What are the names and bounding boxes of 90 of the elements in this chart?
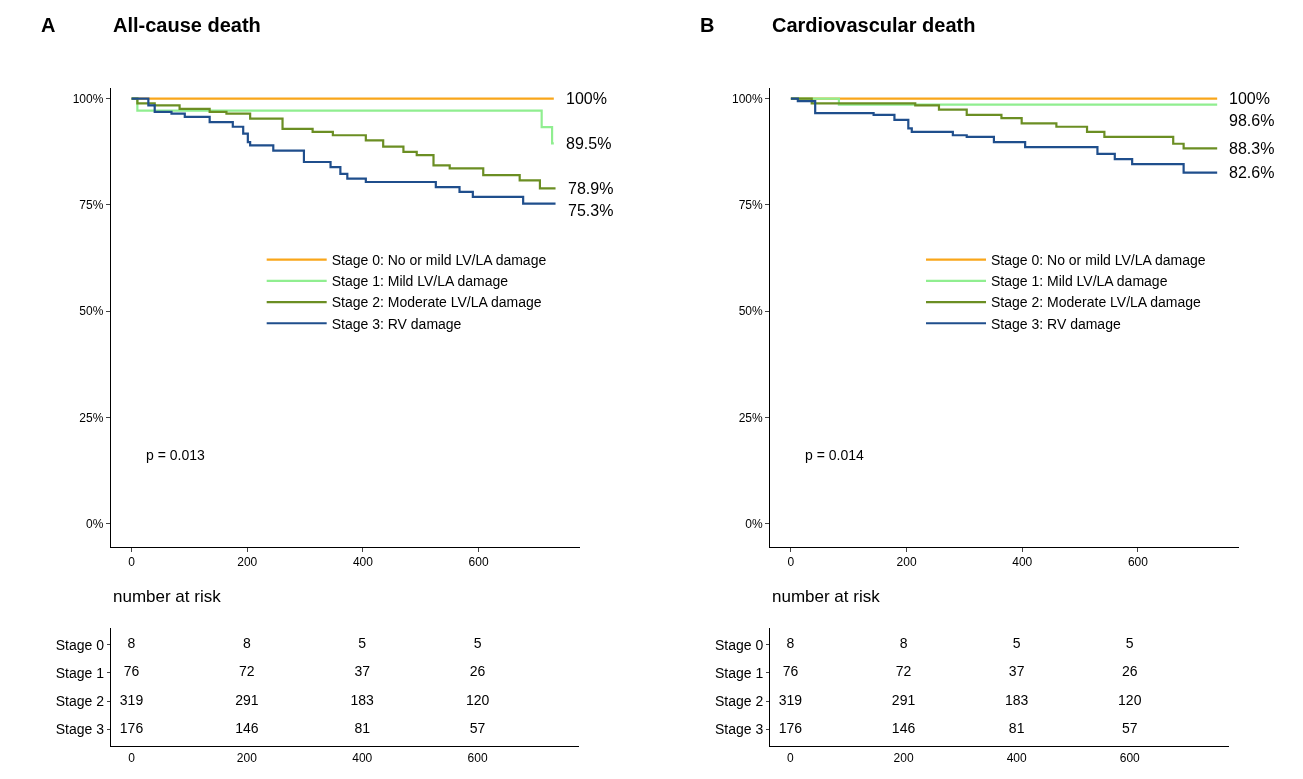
data-label: 26 <box>469 663 486 680</box>
data-label: 5 <box>1125 635 1134 652</box>
y-tick-label: 25% <box>79 410 104 425</box>
data-label: 5 <box>473 635 482 652</box>
y-tick-label: 75% <box>79 198 104 213</box>
x-tick-label: 0 <box>128 555 136 570</box>
y-tick-label: 25% <box>738 410 763 425</box>
x-tick-label: 600 <box>1119 750 1141 765</box>
x-tick-label: 400 <box>352 750 373 765</box>
data-label: 8 <box>242 635 251 652</box>
data-label: 120 <box>465 691 490 708</box>
y-tick-label: 50% <box>79 304 104 319</box>
y-tick-label: Stage 1 <box>715 664 764 681</box>
annotation: 82.6% <box>1229 164 1275 181</box>
x-tick-label: 0 <box>787 555 795 570</box>
x-tick-label: 200 <box>236 750 258 765</box>
data-label: 183 <box>350 691 375 708</box>
x-tick-label: 400 <box>1006 750 1027 765</box>
data-label: 72 <box>895 663 912 680</box>
legend-label: Stage 2: Moderate LV/LA damage <box>331 294 542 311</box>
x-tick-label: 0 <box>128 750 136 765</box>
data-label: 81 <box>354 719 371 736</box>
annotation: p = 0.013 <box>146 447 205 463</box>
annotation: 75.3% <box>568 202 614 219</box>
x-tick-label: 400 <box>1012 555 1033 570</box>
data-label: 176 <box>778 719 803 736</box>
y-tick-label: 75% <box>738 198 763 213</box>
annotation: 88.3% <box>1229 140 1275 157</box>
y-tick-label: 0% <box>86 517 104 532</box>
chart-title: number at risk <box>772 587 881 606</box>
annotation: 98.6% <box>1229 112 1275 129</box>
y-tick-label: Stage 0 <box>715 636 764 653</box>
data-label: 81 <box>1008 719 1025 736</box>
chart-title: All-cause death <box>113 14 261 36</box>
x-tick-label: 600 <box>1127 555 1149 570</box>
data-label: 76 <box>782 663 799 680</box>
data-label: 120 <box>1118 691 1142 708</box>
annotation: 78.9% <box>568 180 614 197</box>
y-tick-label: Stage 2 <box>715 693 764 710</box>
y-tick-label: Stage 3 <box>55 721 105 738</box>
data-label: 291 <box>235 691 259 708</box>
data-label: 5 <box>1012 635 1021 652</box>
text: A <box>41 14 56 36</box>
annotation: 89.5% <box>566 135 612 152</box>
y-tick-label: 0% <box>745 517 763 532</box>
data-label: 319 <box>119 691 144 708</box>
x-tick-label: 200 <box>893 750 914 765</box>
data-label: 5 <box>358 635 367 652</box>
x-tick-label: 400 <box>352 555 374 570</box>
x-tick-label: 600 <box>467 750 488 765</box>
data-label: 26 <box>1121 663 1138 680</box>
y-tick-label: 100% <box>731 91 763 106</box>
data-label: 8 <box>127 635 136 652</box>
x-tick-label: 600 <box>468 555 489 570</box>
y-tick-label: Stage 2 <box>55 693 105 710</box>
data-label: 183 <box>1004 691 1029 708</box>
chart-title: Cardiovascular death <box>772 14 976 36</box>
data-label: 146 <box>235 719 259 736</box>
annotation: p = 0.014 <box>805 447 864 463</box>
y-tick-label: Stage 3 <box>715 721 764 738</box>
legend-label: Stage 3: RV damage <box>991 315 1121 332</box>
y-tick-label: 100% <box>72 91 104 106</box>
annotation: 100% <box>1229 90 1270 107</box>
legend-label: Stage 1: Mild LV/LA damage <box>991 273 1168 290</box>
x-tick-label: 200 <box>896 555 917 570</box>
data-label: 37 <box>1008 663 1025 680</box>
data-label: 8 <box>899 635 908 652</box>
y-tick-label: Stage 1 <box>55 664 105 681</box>
data-label: 72 <box>239 663 255 680</box>
legend-label: Stage 0: No or mild LV/LA damage <box>991 252 1206 269</box>
data-label: 57 <box>469 719 486 736</box>
data-label: 57 <box>1121 719 1138 736</box>
legend-label: Stage 1: Mild LV/LA damage <box>331 273 509 290</box>
legend-label: Stage 2: Moderate LV/LA damage <box>991 294 1202 311</box>
text: B <box>700 14 715 36</box>
y-tick-label: 50% <box>738 304 763 319</box>
data-label: 76 <box>123 663 140 680</box>
y-tick-label: Stage 0 <box>55 636 105 653</box>
data-label: 291 <box>891 691 916 708</box>
annotation: 100% <box>566 90 607 107</box>
chart-title: number at risk <box>113 587 222 606</box>
legend-label: Stage 0: No or mild LV/LA damage <box>331 252 547 269</box>
legend-label: Stage 3: RV damage <box>331 315 462 332</box>
data-label: 146 <box>891 719 916 736</box>
x-tick-label: 0 <box>787 750 795 765</box>
data-label: 176 <box>119 719 144 736</box>
data-label: 37 <box>354 663 371 680</box>
x-tick-label: 200 <box>237 555 258 570</box>
data-label: 319 <box>778 691 803 708</box>
data-label: 8 <box>786 635 795 652</box>
